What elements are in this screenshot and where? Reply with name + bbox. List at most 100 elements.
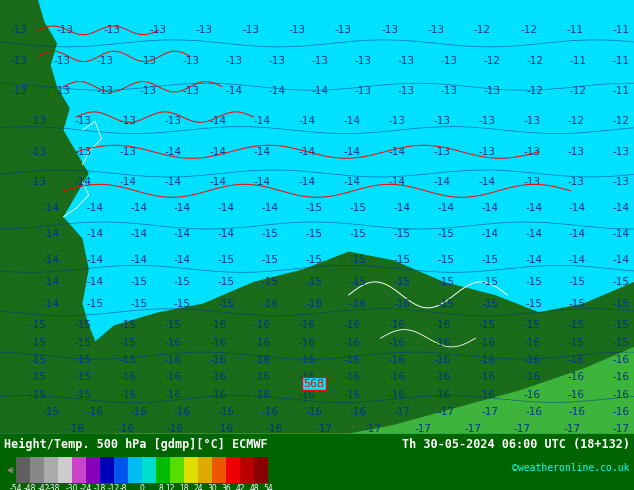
Text: -14: -14 xyxy=(569,229,586,239)
Text: -16: -16 xyxy=(254,320,271,330)
Text: -14: -14 xyxy=(254,177,271,187)
Text: -15: -15 xyxy=(349,229,366,239)
Text: -13: -13 xyxy=(226,56,243,66)
Text: -16: -16 xyxy=(344,372,361,382)
Text: -18: -18 xyxy=(94,484,106,490)
Text: -15: -15 xyxy=(30,355,46,365)
Text: -8: -8 xyxy=(120,484,127,490)
Text: -16: -16 xyxy=(389,338,406,347)
Text: -15: -15 xyxy=(525,277,542,287)
Text: -13: -13 xyxy=(478,147,495,157)
Text: -13: -13 xyxy=(427,25,444,35)
Text: -14: -14 xyxy=(299,147,316,157)
Text: -14: -14 xyxy=(299,117,316,126)
Text: -17: -17 xyxy=(613,424,630,434)
Text: -16: -16 xyxy=(299,372,316,382)
Text: -14: -14 xyxy=(481,229,498,239)
Text: -13: -13 xyxy=(119,147,136,157)
Text: 18: 18 xyxy=(179,484,189,490)
Text: -15: -15 xyxy=(569,277,586,287)
Text: -14: -14 xyxy=(130,255,147,265)
Text: -14: -14 xyxy=(344,117,361,126)
Text: -14: -14 xyxy=(86,277,103,287)
Text: -16: -16 xyxy=(254,390,271,400)
Text: -16: -16 xyxy=(266,424,283,434)
Text: -15: -15 xyxy=(393,255,410,265)
Text: -13: -13 xyxy=(354,56,372,66)
Text: -15: -15 xyxy=(119,320,136,330)
Polygon shape xyxy=(0,251,634,434)
Text: -13: -13 xyxy=(523,117,540,126)
Text: -16: -16 xyxy=(130,407,147,417)
Bar xyxy=(142,457,156,483)
Bar xyxy=(100,457,114,483)
Text: -15: -15 xyxy=(481,277,498,287)
Text: -17: -17 xyxy=(437,407,454,417)
Text: -16: -16 xyxy=(568,355,585,365)
Text: -16: -16 xyxy=(299,320,316,330)
Text: -16: -16 xyxy=(478,355,495,365)
Text: -13: -13 xyxy=(568,147,585,157)
Text: -14: -14 xyxy=(434,177,450,187)
Text: -13: -13 xyxy=(398,86,415,96)
Text: -13: -13 xyxy=(434,147,450,157)
Text: -15: -15 xyxy=(262,255,279,265)
Text: -16: -16 xyxy=(306,407,323,417)
Text: -12: -12 xyxy=(570,86,587,96)
Text: -15: -15 xyxy=(613,277,630,287)
Bar xyxy=(114,457,128,483)
Text: -15: -15 xyxy=(437,229,454,239)
Text: -13: -13 xyxy=(103,25,120,35)
Text: -16: -16 xyxy=(389,390,406,400)
Text: -14: -14 xyxy=(569,255,586,265)
Text: -16: -16 xyxy=(344,320,361,330)
Text: -15: -15 xyxy=(119,338,136,347)
Text: -18: -18 xyxy=(306,298,323,309)
Text: -14: -14 xyxy=(437,203,454,213)
Text: -13: -13 xyxy=(288,25,306,35)
Text: -14: -14 xyxy=(164,177,181,187)
Bar xyxy=(254,457,268,483)
Text: -16: -16 xyxy=(164,372,181,382)
Text: -16: -16 xyxy=(119,390,136,400)
Text: 568: 568 xyxy=(303,379,325,389)
Text: -15: -15 xyxy=(613,298,630,309)
Text: 42: 42 xyxy=(235,484,245,490)
Text: ©weatheronline.co.uk: ©weatheronline.co.uk xyxy=(512,463,630,473)
Text: -13: -13 xyxy=(613,147,630,157)
Text: -14: -14 xyxy=(130,229,147,239)
Text: -13: -13 xyxy=(53,56,70,66)
Text: -12: -12 xyxy=(108,484,120,490)
Text: -11: -11 xyxy=(567,25,583,35)
Text: -16: -16 xyxy=(613,407,630,417)
Text: -13: -13 xyxy=(183,56,200,66)
Text: -12: -12 xyxy=(520,25,537,35)
Text: -13: -13 xyxy=(119,117,136,126)
Text: -16: -16 xyxy=(299,355,316,365)
Text: -14: -14 xyxy=(481,203,498,213)
Text: -16: -16 xyxy=(434,390,450,400)
Text: -16: -16 xyxy=(434,372,450,382)
Text: -16: -16 xyxy=(119,372,136,382)
Text: -16: -16 xyxy=(209,338,226,347)
Text: -14: -14 xyxy=(254,117,271,126)
Text: -11: -11 xyxy=(613,56,630,66)
Text: -16: -16 xyxy=(209,355,226,365)
Text: -14: -14 xyxy=(569,203,586,213)
Text: -12: -12 xyxy=(568,117,585,126)
Text: -13: -13 xyxy=(434,117,450,126)
Text: -15: -15 xyxy=(174,277,191,287)
Text: -15: -15 xyxy=(349,203,366,213)
Text: -16: -16 xyxy=(164,390,181,400)
Text: -38: -38 xyxy=(47,484,60,490)
Text: -13: -13 xyxy=(441,56,458,66)
Text: -15: -15 xyxy=(30,390,46,400)
Text: -17: -17 xyxy=(464,424,481,434)
Text: -13: -13 xyxy=(523,147,540,157)
Text: -15: -15 xyxy=(218,298,235,309)
Text: 0: 0 xyxy=(139,484,145,490)
Text: -12: -12 xyxy=(484,56,501,66)
Text: -13: -13 xyxy=(57,25,74,35)
Text: -15: -15 xyxy=(74,355,91,365)
Text: -13: -13 xyxy=(96,56,113,66)
